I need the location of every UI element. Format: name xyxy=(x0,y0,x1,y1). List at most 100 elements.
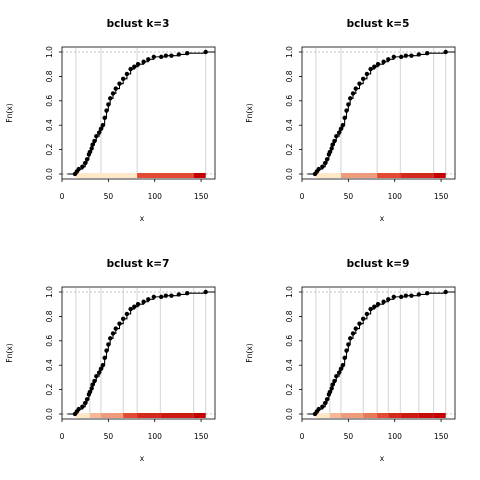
ecdf-point-32 xyxy=(163,53,169,58)
ecdf-point-26 xyxy=(372,64,377,69)
ecdf-point-11 xyxy=(332,378,337,384)
x-tick-label-3: 150 xyxy=(434,432,449,441)
y-tick-label-1: 0.2 xyxy=(285,143,294,155)
ecdf-point-19 xyxy=(108,96,113,101)
plot-frame xyxy=(61,46,216,180)
ecdf-point-11 xyxy=(92,138,97,144)
ecdf-point-23 xyxy=(121,76,126,82)
cluster-interval-bar-2 xyxy=(137,173,194,178)
ecdf-point-20 xyxy=(110,331,116,336)
y-axis-label: Fn(x) xyxy=(245,103,254,122)
ecdf-point-32 xyxy=(163,293,169,298)
ecdf-point-26 xyxy=(372,304,377,309)
ecdf-point-22 xyxy=(117,81,122,86)
cluster-interval-bar-5 xyxy=(137,413,161,418)
ecdf-point-14 xyxy=(98,126,104,132)
ecdf-point-18 xyxy=(106,102,111,107)
ecdf-point-8 xyxy=(327,149,333,155)
ecdf-point-25 xyxy=(368,306,373,312)
ecdf-point-31 xyxy=(159,54,164,60)
ecdf-point-14 xyxy=(338,126,344,132)
ecdf-point-12 xyxy=(334,133,339,139)
plot-frame xyxy=(301,286,456,420)
y-tick-label-2: 0.4 xyxy=(45,359,54,371)
x-tick-label-2: 100 xyxy=(148,432,163,441)
ecdf-point-30 xyxy=(391,294,396,300)
ecdf-point-16 xyxy=(342,355,347,361)
y-tick-label-4: 0.8 xyxy=(285,70,294,82)
cluster-interval-bar-7 xyxy=(400,413,419,418)
y-tick-label-5: 1.0 xyxy=(285,46,294,58)
ecdf-point-25 xyxy=(128,66,133,72)
ecdf-point-4 xyxy=(80,404,85,409)
x-axis-label: x xyxy=(380,454,385,463)
ecdf-point-16 xyxy=(342,115,347,121)
ecdf-point-11 xyxy=(332,138,337,144)
ecdf-point-19 xyxy=(348,96,353,101)
ecdf-point-22 xyxy=(117,321,122,326)
x-axis-label: x xyxy=(140,214,145,223)
cluster-interval-bar-8 xyxy=(418,413,434,418)
x-tick-label-2: 100 xyxy=(148,192,163,201)
ecdf-point-26 xyxy=(132,304,137,309)
ecdf-point-28 xyxy=(381,299,386,304)
x-tick-label-0: 0 xyxy=(60,432,65,441)
ecdf-point-24 xyxy=(364,71,370,77)
ecdf-point-23 xyxy=(121,316,126,322)
ecdf-point-3 xyxy=(76,406,81,412)
ecdf-point-13 xyxy=(336,130,342,135)
ecdf-point-17 xyxy=(104,348,109,353)
chart-panel-3: bclust k=7 0 50 100 150 0.0 0.2 0.4 0.6 0.8 1.0 x Fn… xyxy=(5,258,216,463)
ecdf-point-31 xyxy=(399,54,404,60)
ecdf-point-32 xyxy=(403,293,409,298)
chart-title: bclust k=9 xyxy=(347,258,410,270)
chart-title: bclust k=3 xyxy=(107,18,170,30)
ecdf-point-10 xyxy=(330,382,335,387)
ecdf-point-5 xyxy=(82,400,88,406)
ecdf-point-13 xyxy=(96,370,102,375)
ecdf-point-6 xyxy=(324,397,330,402)
cluster-interval-bar-1 xyxy=(75,173,138,178)
ecdf-point-22 xyxy=(357,81,362,86)
cluster-interval-bar-5 xyxy=(433,173,446,178)
ecdf-point-15 xyxy=(340,363,345,368)
y-axis-label: Fn(x) xyxy=(245,343,254,362)
ecdf-point-24 xyxy=(124,311,130,317)
y-tick-label-2: 0.4 xyxy=(285,119,294,131)
ecdf-point-23 xyxy=(361,316,366,322)
ecdf-point-17 xyxy=(344,348,349,353)
ecdf-point-29 xyxy=(146,297,151,302)
ecdf-point-24 xyxy=(124,71,130,77)
ecdf-point-32 xyxy=(403,53,409,58)
ecdf-point-29 xyxy=(146,57,151,62)
ecdf-point-9 xyxy=(89,146,94,151)
y-axis-label: Fn(x) xyxy=(5,343,14,362)
ecdf-point-21 xyxy=(353,86,358,91)
y-tick-label-0: 0.0 xyxy=(285,408,294,420)
ecdf-point-15 xyxy=(100,363,106,368)
y-tick-label-5: 1.0 xyxy=(45,46,54,58)
ecdf-point-8 xyxy=(87,389,93,395)
ecdf-point-22 xyxy=(357,321,362,326)
ecdf-point-20 xyxy=(110,91,116,96)
ecdf-point-12 xyxy=(334,373,339,379)
ecdf-point-28 xyxy=(141,299,146,304)
ecdf-point-14 xyxy=(338,366,344,372)
ecdf-point-4 xyxy=(320,404,325,409)
ecdf-point-10 xyxy=(90,142,95,147)
ecdf-point-8 xyxy=(87,149,93,155)
cluster-interval-bar-1 xyxy=(315,173,341,178)
ecdf-point-15 xyxy=(340,123,345,128)
ecdf-point-21 xyxy=(353,326,358,331)
ecdf-point-4 xyxy=(80,164,85,169)
ecdf-point-15 xyxy=(100,123,106,128)
x-tick-label-1: 50 xyxy=(344,192,354,201)
x-tick-label-0: 0 xyxy=(300,192,305,201)
y-tick-label-0: 0.0 xyxy=(285,168,294,180)
ecdf-point-12 xyxy=(94,373,99,379)
cluster-interval-bar-4 xyxy=(363,413,378,418)
y-tick-label-4: 0.8 xyxy=(285,310,294,322)
x-tick-label-3: 150 xyxy=(194,192,209,201)
ecdf-point-30 xyxy=(391,54,396,60)
